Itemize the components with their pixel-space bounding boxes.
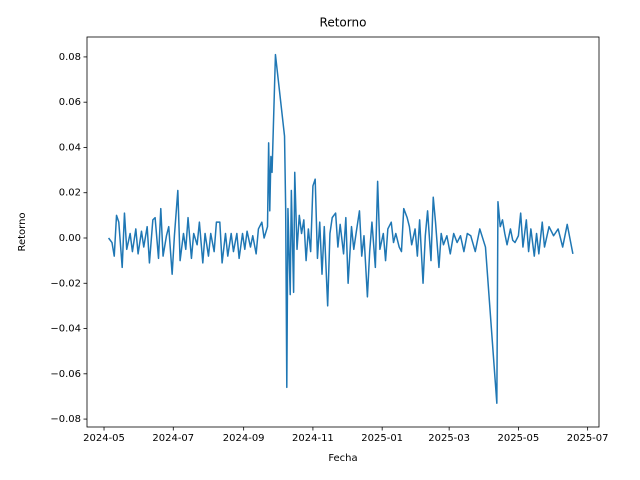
y-axis-label: Retorno bbox=[17, 212, 28, 251]
y-tick-label: −0.02 bbox=[50, 278, 81, 289]
y-tick-label: 0.00 bbox=[59, 233, 81, 244]
x-tick-label: 2024-09 bbox=[223, 433, 265, 444]
x-tick-label: 2024-11 bbox=[292, 433, 334, 444]
y-tick-label: −0.06 bbox=[50, 369, 81, 380]
x-tick-label: 2024-07 bbox=[152, 433, 194, 444]
axes-frame bbox=[86, 36, 600, 428]
x-tick-label: 2025-07 bbox=[567, 433, 609, 444]
x-tick-label: 2025-03 bbox=[428, 433, 470, 444]
y-tick-label: −0.08 bbox=[50, 414, 81, 425]
line-series bbox=[107, 53, 574, 404]
x-tick-label: 2024-05 bbox=[83, 433, 125, 444]
chart-title: Retorno bbox=[320, 16, 367, 30]
y-tick-label: 0.04 bbox=[59, 142, 81, 153]
x-tick-label: 2025-01 bbox=[361, 433, 403, 444]
y-tick-label: 0.02 bbox=[59, 188, 81, 199]
x-tick-label: 2025-05 bbox=[497, 433, 539, 444]
y-tick-label: −0.04 bbox=[50, 324, 81, 335]
y-tick-label: 0.08 bbox=[59, 52, 81, 63]
y-tick-label: 0.06 bbox=[59, 97, 81, 108]
x-axis-label: Fecha bbox=[328, 453, 357, 464]
